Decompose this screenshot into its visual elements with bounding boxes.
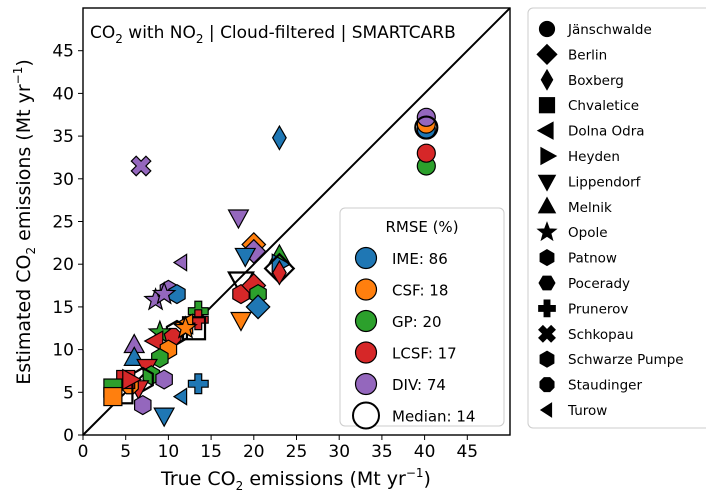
plant-legend-label: Lippendorf — [568, 174, 642, 190]
plant-legend-marker-octagon — [539, 377, 555, 393]
method-legend-label: LCSF: 17 — [392, 345, 457, 363]
data-point-triangle_left — [143, 330, 164, 352]
plant-legend-marker-plus — [538, 299, 556, 318]
plant-legend-label: Staudinger — [568, 378, 642, 394]
plant-legend-marker-caret_left — [539, 402, 553, 418]
plant-legend-label: Patnow — [568, 251, 617, 267]
x-tick-label: 40 — [414, 442, 436, 462]
data-point-square — [103, 386, 123, 407]
x-tick-label: 25 — [286, 442, 308, 462]
data-point-plus — [187, 373, 209, 395]
data-point-hexagon — [155, 369, 173, 390]
plant-legend-marker-hexagon2 — [538, 275, 556, 291]
y-tick-label: 45 — [52, 42, 74, 62]
x-axis-label: True CO2 emissions (Mt yr−1) — [160, 466, 431, 492]
data-point-triangle_right — [122, 368, 143, 391]
plant-legend-marker-hexagon — [539, 249, 555, 267]
plant-legend: Jänschwalde Berlin Boxberg Chvaletice Dolna … — [527, 7, 706, 429]
plant-legend-label: Jänschwalde — [567, 22, 652, 38]
y-tick-label: 35 — [52, 127, 74, 147]
method-legend-marker — [354, 246, 378, 270]
y-tick-label: 25 — [52, 213, 74, 233]
plant-legend-marker-thin_diamond — [540, 68, 554, 91]
plant-legend-label: Opole — [568, 225, 608, 241]
plant-legend-marker-diamond — [536, 43, 558, 65]
plant-legend-label: Heyden — [568, 149, 620, 165]
data-point-triangle_down — [230, 311, 252, 332]
plant-legend-marker-x-shape — [538, 324, 556, 343]
data-point-hexagon — [133, 394, 152, 416]
method-legend: RMSE (%) IME: 86 CSF: 18 GP: 20 LCSF: 17 DIV… — [339, 207, 505, 430]
data-point-triangle_down — [234, 247, 257, 268]
data-point-triangle_down — [153, 407, 176, 428]
plant-legend-label: Berlin — [568, 47, 607, 63]
data-point-circle — [414, 115, 439, 140]
plant-legend-label: Schkopau — [568, 327, 634, 343]
plant-legend-marker-star — [536, 221, 558, 242]
chart-title: CO2 with NO2 | Cloud-filtered | SMARTCAR… — [90, 23, 456, 46]
data-point-caret_left — [172, 387, 188, 406]
method-legend-marker — [352, 401, 380, 430]
y-tick-label: 5 — [63, 383, 74, 403]
plant-legend-marker-circle — [538, 20, 556, 38]
method-legend-label: GP: 20 — [392, 313, 442, 331]
x-tick-label: 15 — [200, 442, 222, 462]
data-point-star — [151, 281, 177, 305]
y-axis-ticks: 0 5 10 15 20 25 30 35 40 45 — [52, 42, 83, 446]
y-tick-label: 0 — [63, 426, 74, 446]
plant-legend-marker-triangle_right — [540, 146, 558, 166]
plant-legend-marker-triangle_left — [536, 121, 554, 140]
plant-legend-marker-x — [538, 324, 556, 343]
data-point-hexagon — [168, 283, 186, 305]
method-legend-marker — [354, 341, 378, 364]
y-tick-label: 10 — [52, 341, 74, 361]
plant-legend-label: Dolna Odra — [568, 124, 645, 140]
method-legend-title: RMSE (%) — [385, 218, 458, 236]
plant-legend-label: Melnik — [568, 200, 612, 216]
plant-legend-label: Turow — [567, 403, 607, 419]
x-tick-label: 0 — [78, 442, 89, 462]
x-axis-ticks: 0 5 10 15 20 25 30 35 40 45 — [78, 435, 478, 462]
data-point-star — [173, 315, 198, 339]
y-tick-label: 15 — [52, 298, 74, 318]
x-tick-label: 5 — [120, 442, 131, 462]
data-point-caret_left — [172, 253, 188, 272]
data-points — [103, 107, 439, 428]
y-tick-label: 20 — [52, 255, 74, 275]
data-point-triangle_down — [227, 209, 250, 230]
data-point-circle — [416, 143, 436, 163]
y-axis-label: Estimated CO2 emissions (Mt yr−1) — [11, 59, 38, 385]
method-legend-marker — [354, 309, 378, 333]
plant-legend-label: Pocerady — [568, 276, 630, 292]
x-tick-label: 45 — [456, 442, 478, 462]
data-point-diamond — [245, 294, 271, 320]
y-tick-label: 30 — [52, 170, 74, 190]
plant-legend-label: Boxberg — [568, 73, 624, 89]
plant-legend-marker-triangle_down — [537, 174, 557, 192]
x-tick-label: 30 — [328, 442, 350, 462]
plant-legend-label: Prunerov — [568, 301, 628, 317]
method-legend-marker — [354, 278, 378, 301]
plant-legend-frame — [527, 7, 706, 429]
y-tick-label: 40 — [52, 84, 74, 104]
method-legend-label: IME: 86 — [392, 250, 448, 268]
x-tick-label: 20 — [243, 442, 265, 462]
plant-legend-marker-triangle_up — [537, 196, 557, 214]
x-tick-label: 35 — [371, 442, 393, 462]
method-legend-label: Median: 14 — [392, 408, 475, 426]
data-point-x — [130, 155, 152, 177]
data-point-x-shape — [130, 155, 152, 177]
data-point-thin_diamond — [271, 259, 287, 286]
plant-legend-label: Chvaletice — [568, 98, 639, 114]
method-legend-frame — [339, 207, 505, 427]
plant-legend-marker-hexagon — [539, 350, 555, 368]
data-point-thin_diamond — [271, 124, 287, 151]
plant-legend-marker-square — [538, 97, 556, 114]
x-tick-label: 10 — [158, 442, 180, 462]
method-legend-marker — [354, 372, 378, 396]
method-legend-label: DIV: 74 — [392, 376, 446, 394]
plant-legend-label: Schwarze Pumpe — [568, 352, 684, 368]
method-legend-label: CSF: 18 — [392, 282, 448, 300]
